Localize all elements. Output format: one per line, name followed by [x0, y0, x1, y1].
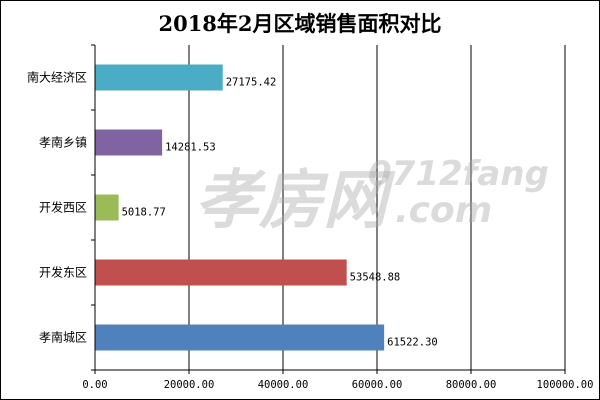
x-tick-label: 40000.00	[258, 379, 309, 391]
data-label: 61522.30	[387, 337, 438, 349]
x-tick-label: 20000.00	[164, 379, 215, 391]
labels: 0.00 20000.00 40000.00 60000.00 80000.00 1000…	[27, 70, 593, 392]
category-label: 孝南乡镇	[39, 135, 87, 150]
watermark-url: 0712fang	[368, 154, 549, 194]
x-tick-label: 100000.00	[537, 379, 594, 391]
category-label: 南大经济区	[27, 70, 87, 85]
x-tick-label: 60000.00	[352, 379, 403, 391]
x-tick-label: 0.00	[82, 379, 107, 391]
x-tick-label: 80000.00	[446, 379, 497, 391]
data-label: 27175.42	[226, 77, 277, 89]
category-label: 孝南城区	[39, 330, 87, 345]
category-label: 开发西区	[39, 200, 87, 215]
watermark-brand: 孝房网	[195, 164, 396, 238]
axes	[91, 44, 566, 374]
watermark: 孝房网 0712fang .com	[195, 154, 549, 238]
bar	[95, 64, 223, 91]
bars	[95, 64, 385, 351]
bar	[95, 324, 385, 351]
bar	[95, 259, 347, 286]
chart-title: 2018年2月区域销售面积对比	[158, 11, 442, 36]
bar	[95, 129, 163, 156]
watermark-url-suffix: .com	[395, 190, 492, 231]
data-label: 5018.77	[122, 207, 166, 219]
bar	[95, 194, 119, 221]
gridlines	[188, 45, 566, 370]
data-label: 53548.88	[350, 272, 401, 284]
data-label: 14281.53	[165, 142, 216, 154]
category-label: 开发东区	[39, 265, 87, 280]
